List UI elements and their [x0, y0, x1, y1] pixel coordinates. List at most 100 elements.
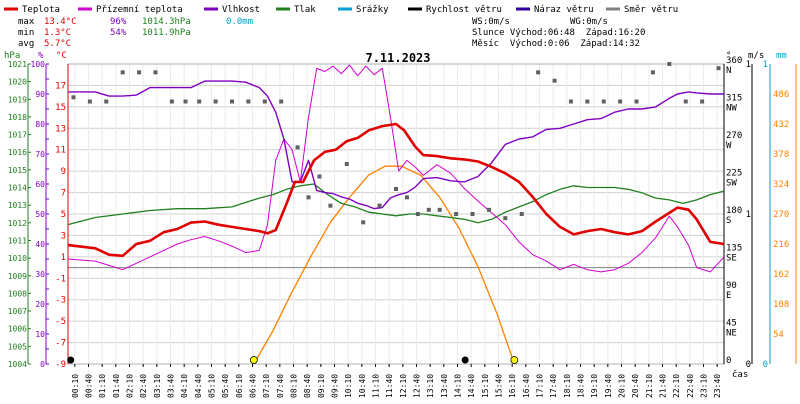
ms-axis-title: m/s	[748, 51, 764, 61]
wind-direction-point	[71, 95, 76, 100]
celsius-tick-label: 9	[61, 167, 66, 177]
hpa-tick-label: 1016	[8, 148, 27, 157]
series-line-tlak	[67, 183, 725, 226]
x-tick-label: 12:40	[413, 374, 422, 398]
x-tick-label: 04:40	[194, 374, 203, 398]
pct-tick-label: 40	[35, 240, 45, 249]
x-tick-label: 10:40	[358, 374, 367, 398]
wind-gust-info: WG:0m/s	[570, 17, 608, 27]
x-tick-label: 13:10	[426, 374, 435, 398]
x-tick-label: 10:10	[344, 374, 353, 398]
sun-tick-label: 270	[773, 210, 789, 220]
x-tick-label: 16:40	[522, 374, 531, 398]
ms-tick-label: 1	[746, 210, 751, 220]
stat-min-temp: 1.3°C	[44, 28, 71, 38]
wind-direction-point	[568, 99, 573, 104]
wind-direction-point	[470, 212, 475, 216]
dir-tick-label: 90	[726, 281, 737, 291]
wind-direction-point	[426, 207, 431, 212]
dir-axis-title: °	[726, 51, 731, 61]
dir-name-label: SW	[726, 179, 737, 189]
x-tick-label: 01:40	[112, 374, 121, 398]
hpa-tick-label: 1020	[8, 78, 27, 87]
dir-tick-label: 225	[726, 169, 742, 179]
stat-avg-label: avg	[18, 39, 34, 49]
celsius-tick-label: -5	[55, 317, 66, 327]
mm-tick-label: 0	[763, 360, 768, 370]
hpa-tick-label: 1018	[8, 113, 27, 122]
dir-tick-label: 180	[726, 206, 742, 216]
x-tick-label: 19:40	[604, 374, 613, 398]
wind-direction-point	[667, 62, 672, 66]
celsius-tick-label: 3	[61, 231, 66, 241]
wind-direction-point	[552, 78, 557, 83]
wind-direction-point	[437, 207, 442, 212]
chart-title: 7.11.2023	[365, 51, 430, 65]
sun-moon-markers	[67, 356, 519, 364]
pct-tick-label: 100	[31, 60, 46, 69]
hpa-tick-label: 1005	[8, 342, 27, 351]
x-tick-label: 11:10	[372, 374, 381, 398]
wind-direction-point	[454, 212, 459, 216]
hpa-axis-title: hPa	[4, 51, 20, 61]
mm-axis-title: mm	[776, 51, 787, 61]
wind-direction-point	[503, 216, 508, 221]
wind-direction-point	[87, 99, 92, 104]
wind-direction-point	[344, 162, 349, 166]
x-tick-label: 14:40	[467, 374, 476, 398]
x-tick-label: 20:10	[618, 374, 627, 398]
hpa-tick-label: 1015	[8, 166, 27, 175]
x-tick-label: 17:40	[549, 374, 558, 398]
pct-tick-label: 10	[35, 330, 45, 339]
x-tick-label: 23:40	[713, 374, 722, 398]
wind-direction-point	[153, 70, 158, 75]
wind-direction-point	[169, 99, 174, 104]
legend-label: Tlak	[294, 5, 316, 15]
x-tick-label: 14:10	[454, 374, 463, 398]
wind-direction-point	[120, 70, 125, 75]
hpa-tick-label: 1009	[8, 272, 27, 281]
pct-tick-label: 20	[35, 300, 45, 309]
hpa-tick-label: 1010	[8, 254, 27, 263]
moon-info: Měsíc Východ:0:06 Západ:14:32	[472, 39, 640, 49]
stats-block: max 13.4°C 96% 1014.3hPa 0.0mm min 1.3°C…	[18, 17, 253, 49]
dir-tick-label: 360	[726, 56, 742, 66]
moonrise-marker	[67, 356, 75, 364]
wind-direction-point	[486, 207, 491, 212]
sunrise-marker	[249, 356, 258, 364]
stat-avg-temp: 5.7°C	[44, 39, 71, 49]
wind-direction-point	[700, 99, 705, 104]
wind-direction-point	[295, 145, 300, 150]
ms-tick-label: 1	[746, 60, 751, 70]
stat-max-press: 1014.3hPa	[142, 17, 191, 27]
series-line-vlhkost	[68, 80, 724, 210]
ms-tick-label: 0	[746, 360, 751, 370]
pct-tick-label: 50	[35, 210, 45, 219]
x-tick-label: 02:10	[126, 374, 135, 398]
celsius-tick-label: -1	[55, 274, 66, 284]
x-tick-label: 18:10	[563, 374, 572, 398]
wind-direction-point	[306, 195, 311, 200]
wind-direction-point	[404, 195, 409, 200]
legend-label: Přízemní teplota	[96, 5, 183, 15]
dir-name-label: NE	[726, 329, 737, 339]
dir-tick-label: 45	[726, 319, 737, 329]
celsius-tick-label: 11	[55, 146, 66, 156]
sun-tick-label: 432	[773, 120, 789, 130]
hpa-tick-label: 1004	[8, 360, 27, 369]
x-tick-label: 01:10	[98, 374, 107, 398]
wind-direction-point	[183, 99, 188, 104]
dir-name-label: SE	[726, 254, 737, 264]
x-tick-label: 11:40	[385, 374, 394, 398]
celsius-axis-title: °C	[56, 51, 67, 61]
pct-tick-label: 70	[35, 150, 45, 159]
pct-tick-label: 60	[35, 180, 45, 189]
stat-min-label: min	[18, 28, 34, 38]
sun-tick-label: 108	[773, 300, 789, 310]
x-tick-label: 20:40	[631, 374, 640, 398]
x-tick-label: 08:10	[290, 374, 299, 398]
x-tick-label: 05:10	[208, 374, 217, 398]
dir-tick-label: 0	[726, 356, 731, 366]
